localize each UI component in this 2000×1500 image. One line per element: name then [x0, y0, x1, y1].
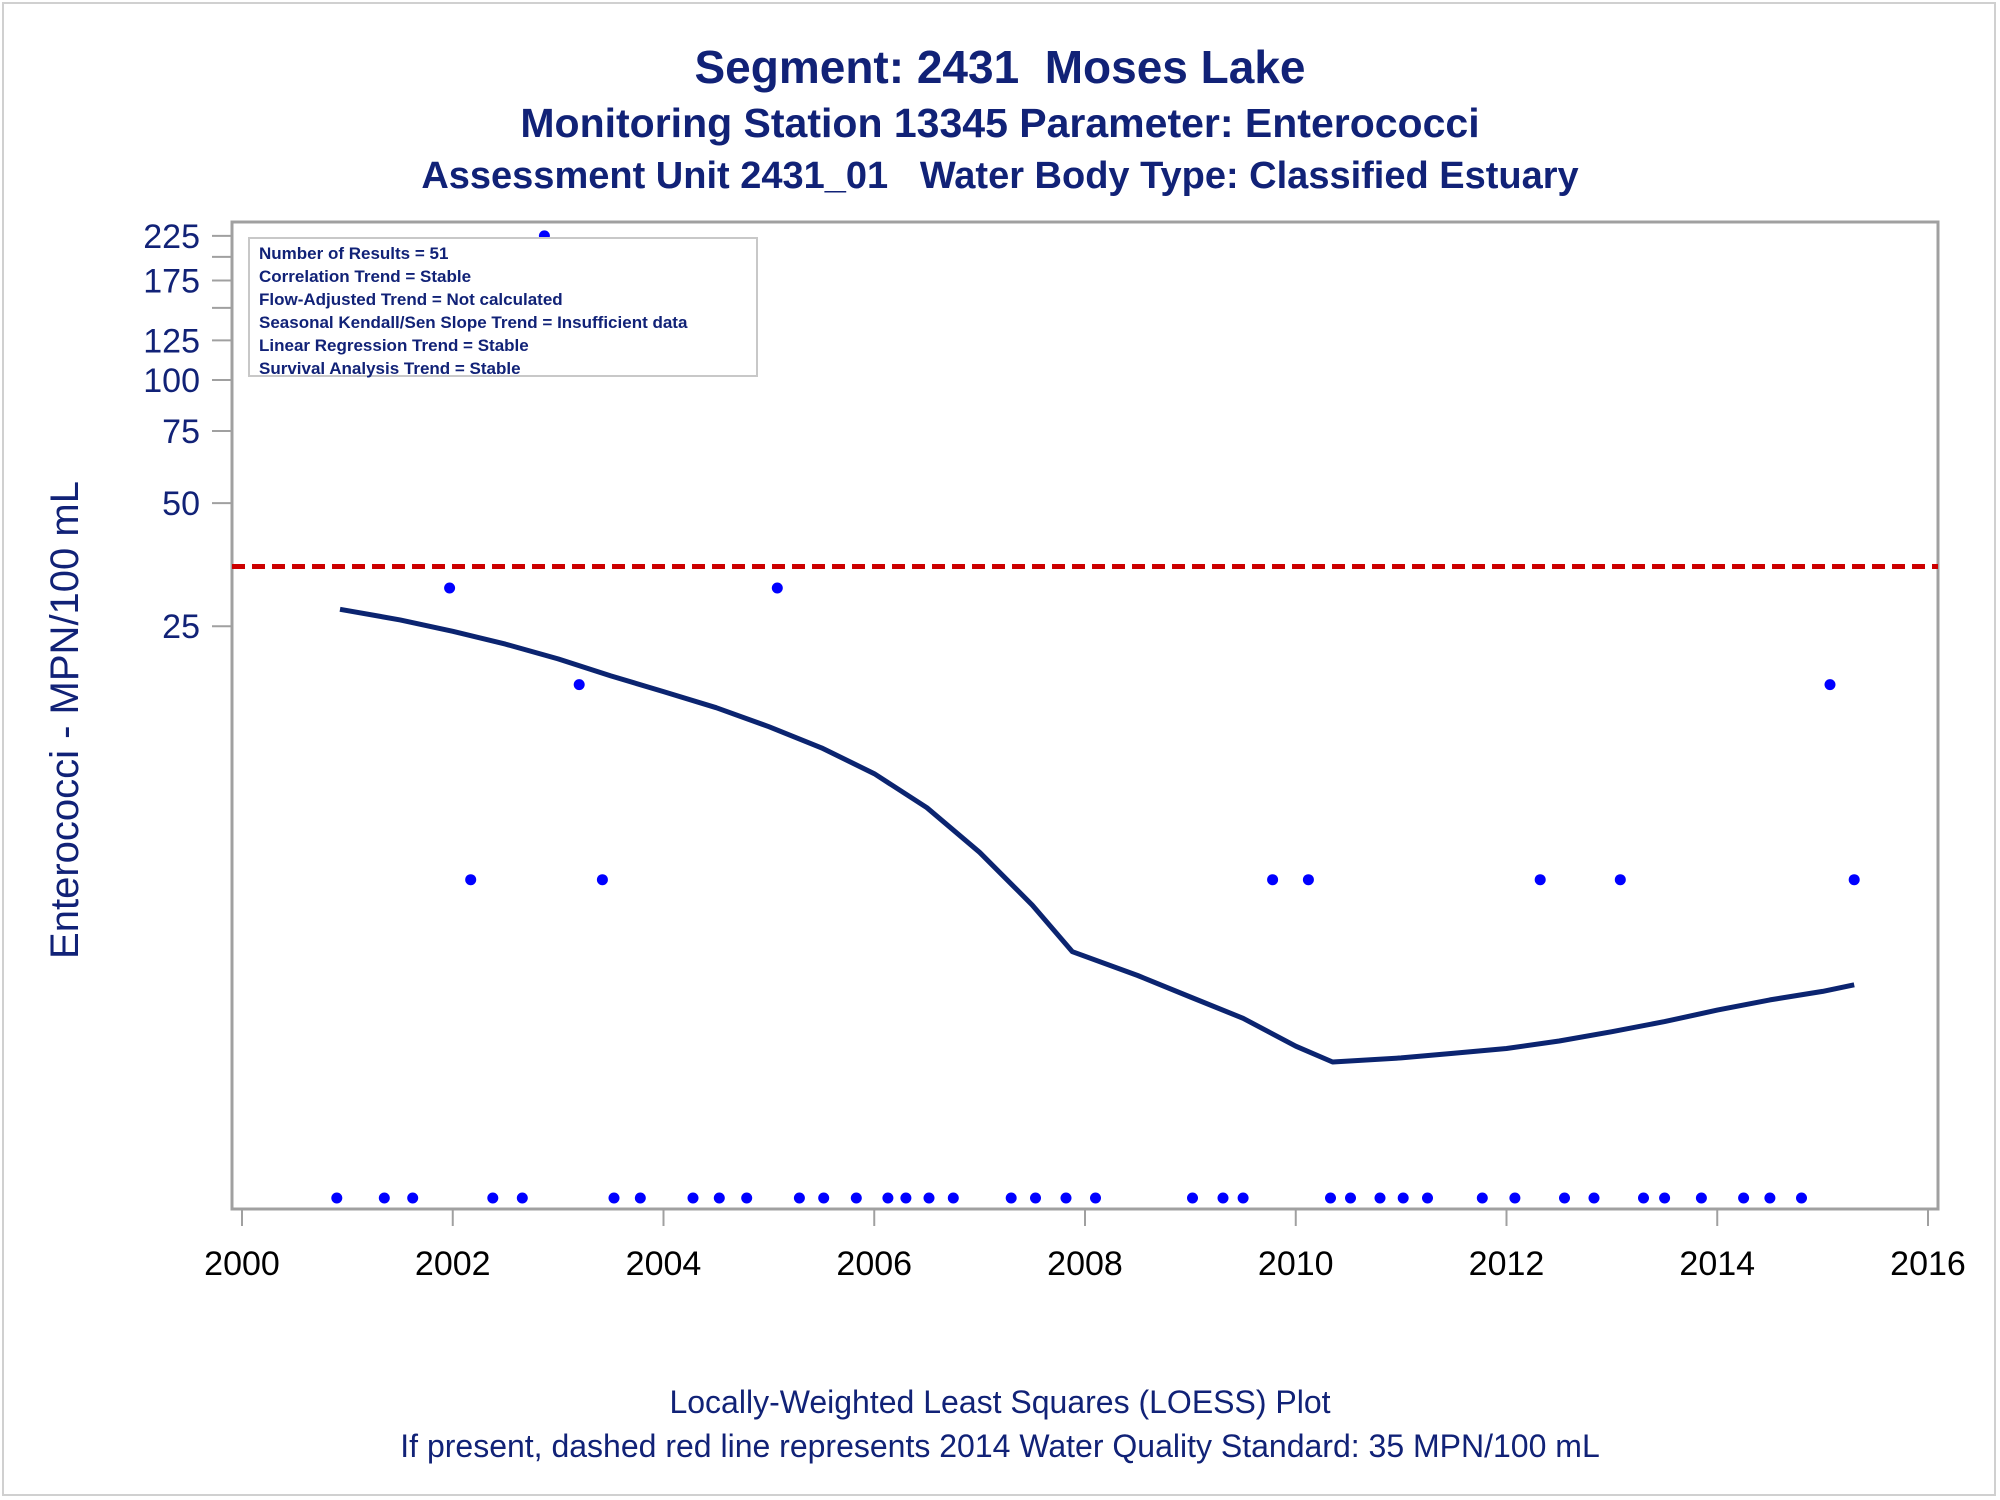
y-tick-label: 50: [162, 485, 200, 523]
data-point: [1374, 1192, 1386, 1204]
data-point: [1325, 1192, 1336, 1204]
data-point: [1738, 1192, 1750, 1204]
data-point: [465, 874, 477, 886]
data-point: [1345, 1192, 1356, 1204]
data-point: [1237, 1192, 1249, 1204]
data-point: [1659, 1192, 1671, 1204]
loess-layer: [339, 606, 1855, 1065]
data-point: [634, 1192, 646, 1204]
x-tick-label: 2016: [1890, 1245, 1966, 1283]
data-point: [923, 1192, 935, 1204]
x-axis: 2000 2002 2004 2006 2008 2010 2012 2014 2016: [204, 1209, 1966, 1283]
info-correlation-trend: Correlation Trend = Stable: [259, 267, 472, 286]
data-point: [900, 1192, 912, 1204]
data-point: [1476, 1192, 1488, 1204]
y-tick-label: 225: [143, 218, 200, 256]
data-point: [407, 1192, 419, 1204]
y-tick-label: 75: [162, 413, 200, 451]
data-point: [1060, 1192, 1072, 1204]
info-linear-regression-trend: Linear Regression Trend = Stable: [259, 336, 529, 355]
y-axis-label: Enterococci - MPN/100 mL: [43, 481, 87, 959]
data-point: [444, 582, 456, 594]
footnote-standard: If present, dashed red line represents 2…: [400, 1428, 1600, 1464]
data-point: [1559, 1192, 1570, 1204]
data-point: [1422, 1192, 1433, 1204]
info-seasonal-kendall-trend: Seasonal Kendall/Sen Slope Trend = Insuf…: [259, 313, 688, 332]
info-flow-adjusted-trend: Flow-Adjusted Trend = Not calculated: [259, 290, 563, 309]
data-point: [947, 1192, 959, 1204]
y-tick-label: 175: [143, 263, 200, 301]
data-point: [687, 1192, 699, 1204]
info-number-of-results: Number of Results = 51: [259, 244, 449, 263]
x-tick-label: 2004: [626, 1245, 702, 1283]
data-point: [1824, 679, 1836, 691]
data-point: [1005, 1192, 1017, 1204]
trend-info-box: Number of Results = 51 Correlation Trend…: [248, 237, 758, 378]
chart-subtitle-assessment: Assessment Unit 2431_01 Water Body Type:…: [421, 155, 1579, 197]
data-point: [378, 1192, 390, 1204]
x-tick-label: 2000: [204, 1245, 280, 1283]
x-tick-label: 2010: [1258, 1245, 1334, 1283]
data-point: [818, 1192, 830, 1204]
data-point: [1588, 1192, 1600, 1204]
data-point: [487, 1192, 499, 1204]
data-point: [596, 874, 608, 886]
loess-trend-line: [339, 606, 1855, 1065]
x-tick-label: 2008: [1047, 1245, 1123, 1283]
data-point: [1796, 1192, 1807, 1204]
data-point: [1187, 1192, 1198, 1204]
data-point: [882, 1192, 894, 1204]
data-point: [1534, 874, 1546, 886]
chart-subtitle-station: Monitoring Station 13345 Parameter: Ente…: [520, 100, 1480, 146]
y-tick-label: 25: [162, 608, 200, 646]
data-point: [608, 1192, 620, 1204]
data-point: [713, 1192, 725, 1204]
data-point: [771, 582, 783, 594]
data-point: [1764, 1192, 1776, 1204]
footnote-loess: Locally-Weighted Least Squares (LOESS) P…: [669, 1384, 1331, 1420]
data-point: [850, 1192, 862, 1204]
data-point: [741, 1192, 753, 1204]
data-point: [1090, 1192, 1101, 1204]
data-point: [1638, 1192, 1649, 1204]
data-point: [1397, 1192, 1409, 1204]
chart-title: Segment: 2431 Moses Lake: [694, 41, 1306, 93]
x-tick-label: 2012: [1469, 1245, 1545, 1283]
data-point: [1267, 874, 1279, 886]
x-tick-label: 2014: [1679, 1245, 1755, 1283]
data-point: [1302, 874, 1314, 886]
y-tick-label: 125: [143, 322, 200, 360]
data-point: [1030, 1192, 1041, 1204]
data-point: [1848, 874, 1860, 886]
data-point: [573, 679, 585, 691]
data-point: [1509, 1192, 1521, 1204]
data-point: [1217, 1192, 1229, 1204]
x-tick-label: 2006: [836, 1245, 912, 1283]
data-point: [331, 1192, 343, 1204]
data-point: [793, 1192, 805, 1204]
x-tick-label: 2002: [415, 1245, 491, 1283]
data-point: [1695, 1192, 1707, 1204]
data-point: [1614, 874, 1626, 886]
y-tick-label: 100: [143, 362, 200, 400]
points-layer: [331, 230, 1860, 1204]
info-survival-analysis-trend: Survival Analysis Trend = Stable: [259, 359, 521, 378]
data-point: [516, 1192, 528, 1204]
